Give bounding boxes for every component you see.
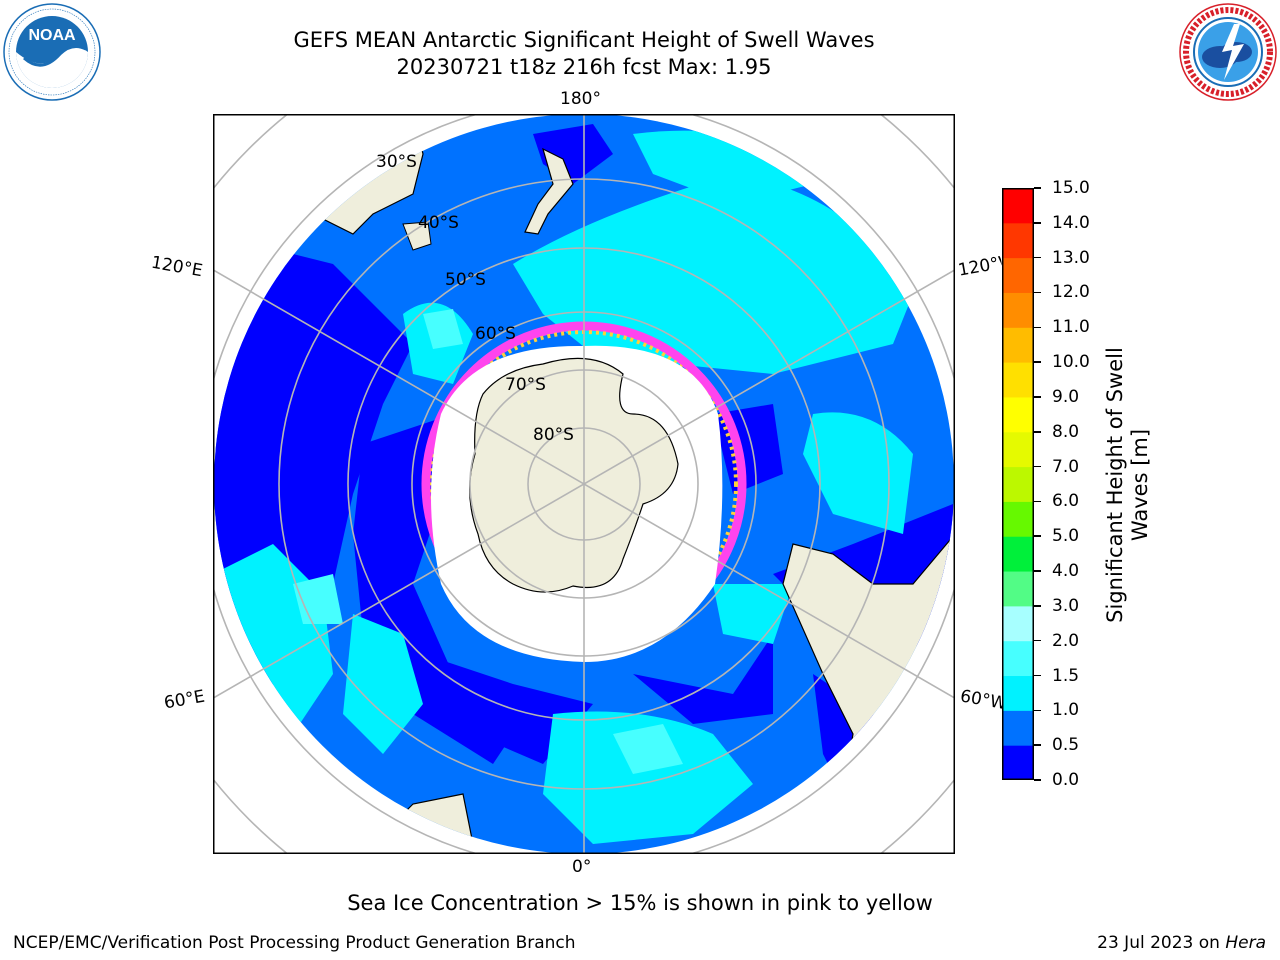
colorbar-tick-mark	[1034, 222, 1041, 224]
colorbar-bin	[1002, 501, 1034, 537]
colorbar-tick-label: 15.0	[1052, 178, 1090, 198]
colorbar	[1002, 188, 1034, 780]
colorbar-tick-label: 0.0	[1052, 770, 1080, 790]
parallel-label-60s: 60°S	[475, 324, 516, 344]
colorbar-bin	[1002, 396, 1034, 433]
colorbar-bin	[1002, 466, 1034, 502]
parallel-label-30s: 30°S	[376, 152, 417, 172]
chart-subtitle: 20230721 t18z 216h fcst Max: 1.95	[396, 55, 772, 79]
colorbar-tick-mark	[1034, 535, 1041, 537]
colorbar-bin	[1002, 292, 1034, 328]
footer-credit: NCEP/EMC/Verification Post Processing Pr…	[13, 933, 576, 953]
footer-host: Hera	[1225, 933, 1266, 953]
colorbar-bin	[1002, 571, 1034, 607]
meridian-label-0: 0°	[572, 857, 592, 877]
colorbar-tick-label: 13.0	[1052, 247, 1090, 268]
colorbar-tick-label: 3.0	[1052, 595, 1080, 616]
colorbar-bin	[1002, 710, 1034, 746]
graticule	[213, 114, 955, 854]
nws-logo-icon	[1179, 3, 1277, 101]
colorbar-bin	[1002, 536, 1034, 572]
colorbar-bin	[1002, 327, 1034, 363]
parallel-label-50s: 50°S	[445, 270, 486, 290]
colorbar-tick-mark	[1034, 361, 1041, 363]
colorbar-tick-label: 14.0	[1052, 212, 1090, 233]
footer-date: 23 Jul 2023 on Hera	[1097, 933, 1266, 953]
colorbar-bin	[1002, 188, 1034, 224]
colorbar-tick-mark	[1034, 187, 1041, 189]
colorbar-tick-mark	[1034, 256, 1041, 259]
colorbar-tick-mark	[1034, 500, 1041, 503]
colorbar-tick-label: 1.5	[1052, 665, 1080, 686]
chart-title: GEFS MEAN Antarctic Significant Height o…	[293, 28, 875, 52]
parallel-label-80s: 80°S	[533, 425, 574, 445]
colorbar-tick-label: 8.0	[1052, 421, 1080, 442]
colorbar-tick-label: 7.0	[1052, 456, 1080, 477]
colorbar-bin	[1002, 675, 1034, 711]
polar-map	[213, 114, 955, 854]
colorbar-tick-label: 1.0	[1052, 700, 1080, 721]
colorbar-tick-mark	[1034, 605, 1041, 607]
parallel-label-40s: 40°S	[418, 213, 459, 233]
colorbar-tick-label: 9.0	[1052, 386, 1080, 407]
colorbar-bin	[1002, 431, 1034, 468]
colorbar-tick-mark	[1034, 570, 1041, 572]
new-zealand	[524, 147, 574, 235]
meridian-label-120w: 120°W	[956, 253, 1004, 281]
colorbar-tick-label: 10.0	[1052, 352, 1090, 373]
parallel-label-70s: 70°S	[505, 375, 546, 395]
sea-ice-note: Sea Ice Concentration > 15% is shown in …	[347, 891, 933, 915]
colorbar-tick-mark	[1034, 744, 1041, 746]
colorbar-bin	[1002, 640, 1034, 677]
colorbar-tick-mark	[1034, 291, 1041, 294]
colorbar-tick-label: 11.0	[1052, 317, 1090, 338]
meridian-label-120e: 120°E	[149, 252, 205, 282]
colorbar-tick-label: 4.0	[1052, 561, 1080, 582]
colorbar-tick-label: 2.0	[1052, 630, 1080, 651]
meridian-label-60w: 60°W	[958, 686, 1006, 714]
colorbar-bin	[1002, 362, 1034, 398]
colorbar-tick-label: 12.0	[1052, 282, 1090, 303]
colorbar-bin	[1002, 257, 1034, 293]
colorbar-tick-label: 0.5	[1052, 735, 1080, 756]
noaa-logo-text: NOAA	[28, 27, 76, 44]
colorbar-tick-mark	[1034, 396, 1041, 398]
meridian-label-60e: 60°E	[162, 686, 207, 714]
meridian-label-180: 180°	[560, 89, 601, 109]
colorbar-tick-mark	[1034, 431, 1041, 433]
colorbar-label-text: Significant Height of Swell Waves [m]	[1103, 347, 1152, 623]
colorbar-bin	[1002, 605, 1034, 642]
colorbar-tick-label: 6.0	[1052, 491, 1080, 512]
footer-date-text: 23 Jul 2023 on	[1097, 933, 1220, 953]
colorbar-tick-mark	[1034, 465, 1041, 468]
colorbar-bin	[1002, 745, 1034, 780]
colorbar-tick-mark	[1034, 674, 1041, 677]
colorbar-bin	[1002, 222, 1034, 259]
colorbar-tick-label: 5.0	[1052, 526, 1080, 547]
colorbar-tick-mark	[1034, 779, 1041, 781]
colorbar-tick-mark	[1034, 639, 1041, 642]
noaa-logo-icon: NOAA	[3, 3, 101, 101]
colorbar-tick-mark	[1034, 709, 1041, 712]
colorbar-tick-mark	[1034, 326, 1041, 329]
